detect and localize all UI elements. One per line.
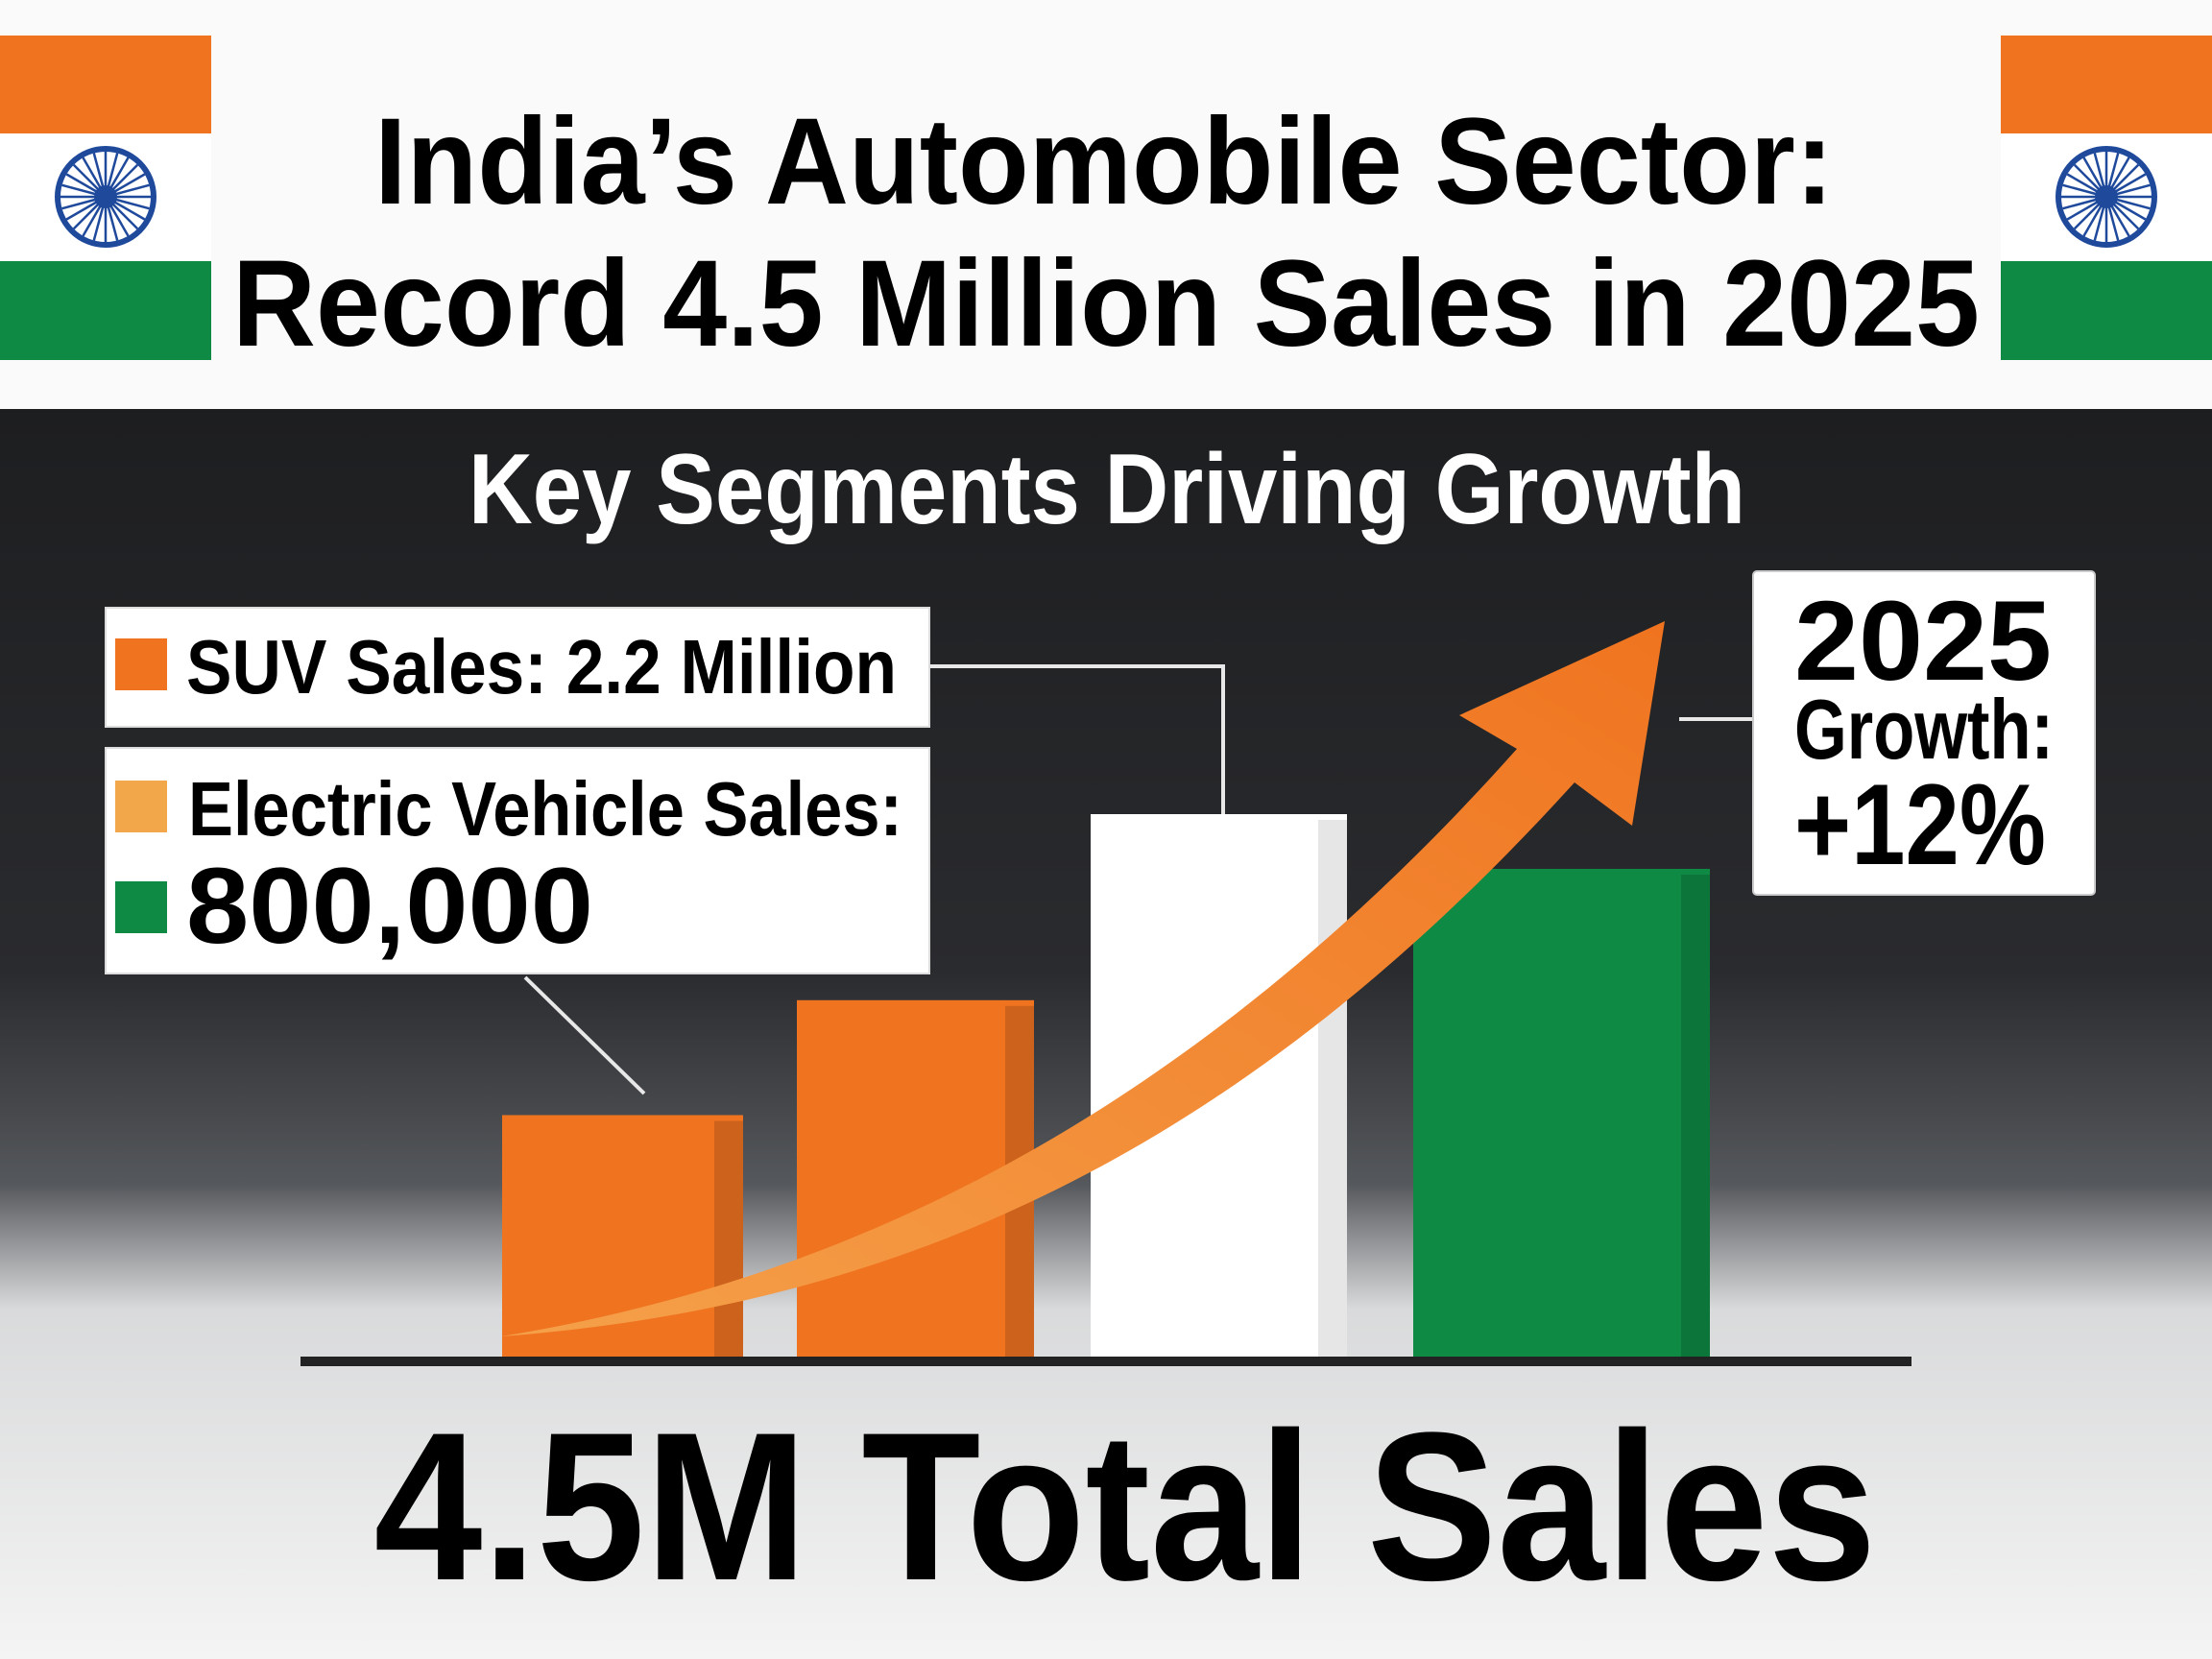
growth-label: Growth: [1794, 682, 2054, 777]
suv-connector-line [929, 664, 1225, 814]
suv-sales-label: SUV Sales: 2.2 Million [186, 624, 897, 709]
bar-3-side [1318, 820, 1347, 1361]
ev-swatch [115, 781, 167, 832]
ev-sales-label: Electric Vehicle Sales: [188, 766, 902, 852]
india-flag-left-icon [0, 36, 211, 360]
growth-value: +12% [1794, 760, 2046, 889]
growth-box: 2025 Growth: +12% [1752, 570, 2096, 896]
growth-arrow-icon [501, 621, 1665, 1336]
bar-1-side [714, 1120, 743, 1361]
suv-swatch [115, 638, 167, 690]
ev-legend-box: Electric Vehicle Sales: 800,000 [105, 747, 930, 974]
ev-connector-line [523, 975, 646, 1095]
title-line-2: Record 4.5 Million Sales in 2025 [232, 235, 1980, 373]
green-swatch [115, 881, 167, 933]
total-sales-headline: 4.5M Total Sales [374, 1388, 1877, 1624]
ev-sales-value: 800,000 [186, 846, 593, 966]
bar-4 [1413, 869, 1710, 1361]
suv-legend-box: SUV Sales: 2.2 Million [105, 607, 930, 728]
title-line-1: India’s Automobile Sector: [374, 93, 1834, 230]
chart-subtitle: Key Segments Driving Growth [469, 434, 1745, 545]
bar-4-side [1681, 875, 1710, 1361]
bar-1 [502, 1115, 743, 1361]
growth-year: 2025 [1794, 578, 2052, 705]
header-band [0, 0, 2212, 409]
india-flag-right-icon [2001, 36, 2212, 360]
